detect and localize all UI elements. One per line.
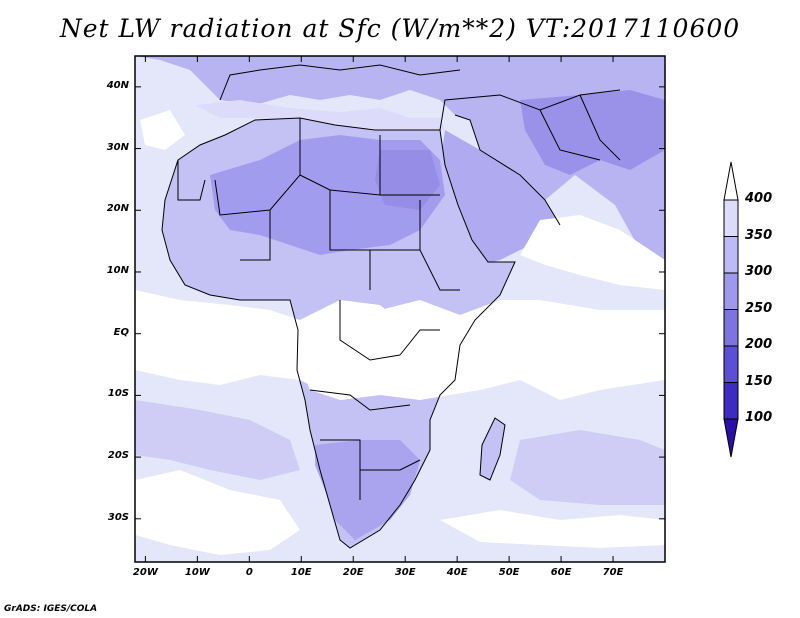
ocean-shading-south-indian xyxy=(510,430,665,505)
grads-credit: GrADS: IGES/COLA xyxy=(4,604,98,614)
colorbar-bottom-arrow xyxy=(723,418,739,458)
colorbar-segment xyxy=(723,309,739,347)
madagascar xyxy=(480,418,505,480)
cloud-congo xyxy=(298,300,410,400)
cloud-indian-south xyxy=(440,510,665,548)
cloud-indian-ocean xyxy=(520,215,665,290)
southern-africa-dark xyxy=(315,440,420,540)
lat-tick-label: 30S xyxy=(107,511,129,523)
cloud-north-atlantic xyxy=(140,110,185,150)
axis-ticks xyxy=(135,56,665,562)
colorbar-label: 400 xyxy=(745,191,773,206)
colorbar-segment xyxy=(723,199,739,237)
colorbar-top-arrow xyxy=(723,161,739,201)
chart-title: Net LW radiation at Sfc (W/m**2) VT:2017… xyxy=(59,14,741,43)
colorbar-segment xyxy=(723,236,739,274)
arabia-landmass xyxy=(440,130,560,265)
map-field xyxy=(135,56,665,562)
map-frame xyxy=(134,55,666,563)
lat-tick-label: 40N xyxy=(106,79,129,91)
colorbar-label: 100 xyxy=(745,410,773,425)
colorbar-segment xyxy=(723,382,739,420)
mediterranean-sea xyxy=(195,100,445,135)
lon-tick-label: 10E xyxy=(290,567,312,578)
colorbar-segment xyxy=(723,345,739,383)
lat-tick-label: 10S xyxy=(107,388,129,400)
lat-tick-label: 30N xyxy=(106,141,129,153)
lon-tick-label: 0 xyxy=(245,567,253,578)
lon-tick-label: 70E xyxy=(602,567,624,578)
colorbar xyxy=(723,161,739,458)
ocean-shading-south-atlantic xyxy=(135,400,300,480)
lat-tick-label: 20S xyxy=(107,450,129,462)
country-borders xyxy=(161,64,621,549)
lat-tick-label: 20N xyxy=(106,203,129,215)
colorbar-label: 150 xyxy=(745,373,773,389)
colorbar-label: 200 xyxy=(745,337,773,352)
lon-tick-label: 10W xyxy=(184,567,210,578)
lon-tick-label: 30E xyxy=(394,567,416,578)
colorbar-label: 350 xyxy=(745,227,773,243)
lon-tick-label: 60E xyxy=(550,567,572,578)
colorbar-label: 250 xyxy=(745,300,773,316)
lon-tick-label: 20E xyxy=(342,567,364,578)
lon-tick-label: 40E xyxy=(446,567,468,578)
lon-tick-label: 20W xyxy=(132,567,158,578)
lon-tick-label: 50E xyxy=(498,567,520,578)
colorbar-label: 300 xyxy=(745,264,773,279)
iran-dark-region xyxy=(520,90,665,175)
lat-tick-label: EQ xyxy=(113,326,129,338)
cloud-south-atlantic xyxy=(135,470,300,555)
lat-tick-label: 10N xyxy=(106,264,129,276)
colorbar-segment xyxy=(723,272,739,310)
